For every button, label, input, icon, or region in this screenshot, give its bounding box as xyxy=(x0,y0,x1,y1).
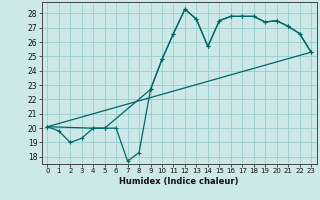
X-axis label: Humidex (Indice chaleur): Humidex (Indice chaleur) xyxy=(119,177,239,186)
